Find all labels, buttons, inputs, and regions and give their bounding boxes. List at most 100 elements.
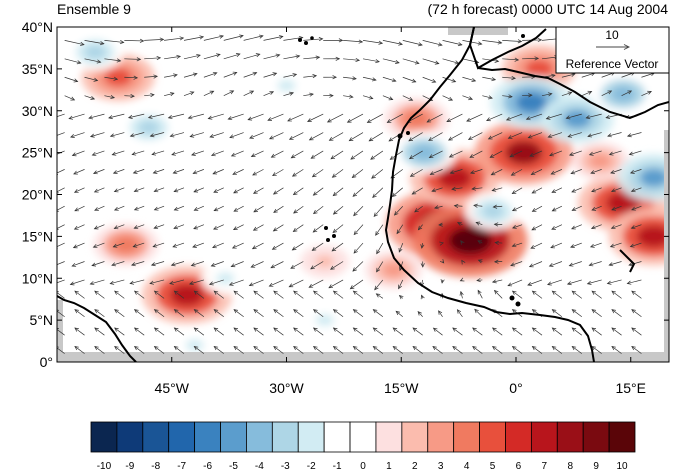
wind-vector [412, 327, 423, 336]
wind-vector [330, 261, 344, 270]
wind-vector [440, 279, 445, 284]
wind-vector [153, 187, 165, 193]
colorbar-box [530, 421, 558, 453]
wind-vector [628, 261, 642, 267]
cape-verde-island [332, 234, 336, 238]
colorbar-box [505, 421, 532, 453]
wind-vector [332, 224, 344, 233]
lon-label: 15°E [615, 380, 646, 396]
wind-vector [291, 169, 304, 177]
wind-vector [303, 55, 321, 60]
wind-vector [109, 279, 125, 285]
wind-vector [94, 205, 105, 211]
wind-vector [621, 90, 633, 96]
wind-vector [57, 309, 65, 318]
lon-label: 15°W [384, 380, 419, 396]
colorbar-label: 4 [464, 461, 470, 471]
wind-vector [172, 242, 185, 248]
wind-vector [448, 150, 463, 158]
canary-island [406, 131, 410, 135]
wind-vector [530, 169, 543, 175]
wind-vector [362, 40, 384, 45]
wind-vector [509, 150, 523, 158]
anomaly-core [315, 255, 334, 268]
wind-vector [273, 345, 284, 354]
wind-vector [64, 40, 85, 46]
colorbar-box [220, 421, 247, 453]
wind-vector [343, 94, 354, 99]
wind-vector [525, 113, 543, 121]
wind-vector [150, 261, 165, 267]
wind-vector [203, 90, 215, 96]
anomaly-core [636, 225, 669, 248]
wind-vector [392, 327, 403, 336]
wind-vector [84, 40, 105, 46]
colorbar-label: -1 [333, 461, 342, 471]
colorbar-label: 9 [593, 461, 599, 471]
wind-vector [308, 279, 324, 288]
wind-vector [268, 279, 284, 287]
wind-vector [252, 224, 264, 231]
wind-vector [213, 205, 224, 212]
wind-vector [208, 279, 224, 286]
wind-vector [511, 205, 523, 212]
wind-vector [626, 279, 642, 285]
wind-vector [328, 132, 344, 141]
wind-vector [133, 345, 145, 354]
wind-vector [473, 203, 483, 208]
wind-vector [323, 56, 341, 61]
wind-vector [382, 58, 400, 64]
wind-vector [529, 150, 543, 157]
wind-vector [581, 90, 593, 96]
wind-vector [273, 327, 284, 336]
colorbar-label: 10 [616, 461, 628, 471]
wind-vector [227, 113, 244, 121]
missing-data-north [448, 27, 508, 35]
wind-vector [312, 327, 324, 336]
colorbar-label: -5 [229, 461, 238, 471]
wind-vector [190, 261, 204, 267]
wind-vector [453, 203, 463, 208]
missing-data-east [664, 130, 669, 362]
colorbar-label: -2 [307, 461, 316, 471]
wind-vector [84, 76, 99, 82]
wind-vector [531, 290, 543, 299]
wind-vector [629, 169, 642, 174]
wind-vector [172, 169, 185, 174]
wind-vector [547, 132, 563, 139]
wind-vector [312, 345, 324, 354]
anomaly-core [639, 168, 668, 187]
wind-vector [273, 205, 284, 213]
wind-vector [124, 38, 145, 43]
wind-vector [307, 113, 324, 122]
wind-vector [462, 76, 477, 82]
wind-vector [482, 40, 503, 45]
wind-vector [311, 242, 324, 251]
wind-vector [57, 205, 65, 212]
wind-vector [151, 150, 165, 156]
wind-vector [548, 261, 563, 267]
wind-vector [293, 345, 304, 354]
wind-vector [312, 224, 324, 233]
wind-vector [124, 75, 139, 80]
colorbar-box [271, 421, 299, 453]
wind-vector [451, 186, 463, 191]
colorbar-box [142, 421, 170, 453]
wind-vector [353, 242, 364, 254]
wind-vector [193, 345, 205, 354]
wind-vector [398, 294, 404, 300]
wind-vector [591, 290, 602, 299]
wind-vector [420, 243, 425, 249]
wind-vector [233, 345, 244, 354]
wind-vector [64, 76, 79, 83]
wind-vector [132, 242, 145, 248]
wind-vector [332, 327, 344, 336]
wind-vector [470, 169, 483, 174]
wind-vector [251, 242, 264, 250]
wind-vector [590, 224, 602, 230]
wind-vector [131, 261, 145, 267]
wind-vector [570, 169, 582, 175]
wind-vector [372, 327, 384, 336]
wind-vector [57, 279, 65, 284]
